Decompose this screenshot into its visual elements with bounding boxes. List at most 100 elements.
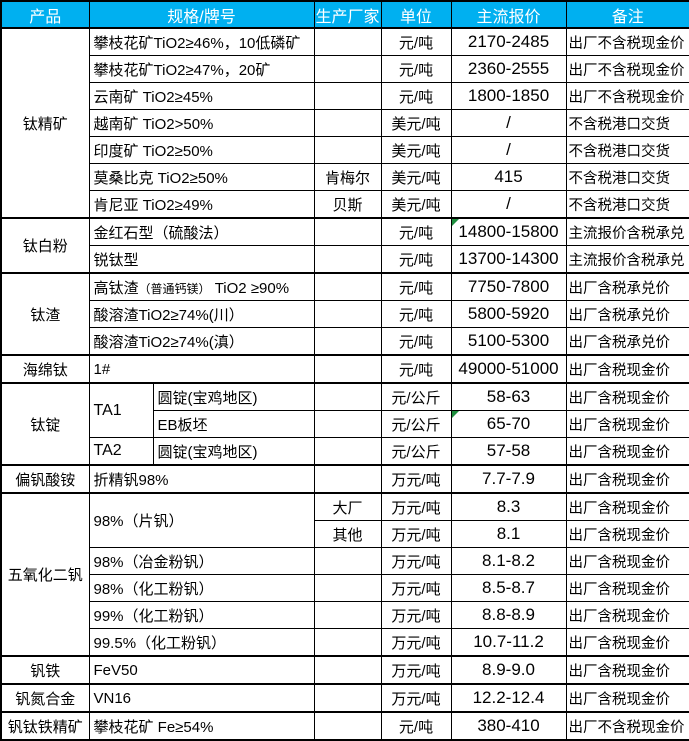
note-cell: 出厂含税现金价 bbox=[565, 574, 689, 602]
product-cell: 海绵钛 bbox=[0, 354, 90, 384]
price-cell: 415 bbox=[450, 163, 567, 191]
unit-cell: 元/吨 bbox=[380, 55, 452, 83]
price-cell: 57-58 bbox=[450, 437, 567, 466]
table-row: 钛白粉 金红石型（硫酸法） 元/吨 14800-15800 主流报价含税承兑 bbox=[0, 217, 689, 274]
product-cell: 钛白粉 bbox=[0, 217, 90, 274]
spec-cell: 肯尼亚 TiO2≥49% bbox=[88, 190, 315, 219]
table-row: EB板坯 元/公斤 65-70 出厂含税现金价 bbox=[1, 410, 689, 438]
table-row: 酸溶渣TiO2≥74%(川） 元/吨 5800-5920 出厂含税承兑价 bbox=[1, 300, 689, 328]
unit-cell: 万元/吨 bbox=[380, 628, 452, 657]
unit-cell: 万元/吨 bbox=[380, 547, 452, 575]
spec-cell: 酸溶渣TiO2≥74%(滇） bbox=[88, 327, 315, 356]
note-cell: 出厂不含税现金价 bbox=[565, 82, 689, 110]
table-row: 钛渣 高钛渣（普通钙镁） TiO2 ≥90% 元/吨 7750-7800 出厂含… bbox=[0, 272, 689, 356]
table-row: TA2 圆锭(宝鸡地区) 元/公斤 57-58 出厂含税现金价 bbox=[1, 437, 689, 466]
unit-cell: 元/吨 bbox=[380, 217, 452, 246]
unit-cell: 元/吨 bbox=[380, 327, 452, 356]
price-cell: 10.7-11.2 bbox=[450, 628, 567, 657]
table-row: 钛精矿 攀枝花矿TiO2≥46%，10低磷矿 元/吨 2170-2485 出厂不… bbox=[0, 27, 689, 219]
table-row: 越南矿 TiO2>50% 美元/吨 / 不含税港口交货 bbox=[1, 109, 689, 137]
unit-cell: 元/吨 bbox=[380, 354, 452, 384]
maker-cell: 其他 bbox=[313, 520, 382, 548]
note-cell: 出厂不含税现金价 bbox=[565, 55, 689, 83]
product-cell: 偏钒酸铵 bbox=[0, 464, 90, 494]
note-cell: 不含税港口交货 bbox=[565, 136, 689, 164]
maker-cell: 贝斯 bbox=[313, 190, 382, 219]
maker-cell bbox=[313, 217, 382, 246]
price-cell: 12.2-12.4 bbox=[450, 683, 567, 713]
spec-cell: 98%（冶金粉钒） bbox=[88, 547, 315, 575]
price-cell: 1800-1850 bbox=[450, 82, 567, 110]
price-cell: 8.5-8.7 bbox=[450, 574, 567, 602]
product-cell: 钛渣 bbox=[0, 272, 90, 356]
maker-cell bbox=[313, 245, 382, 274]
product-cell: 钒铁 bbox=[0, 655, 90, 685]
spec-cell: 金红石型（硫酸法） bbox=[88, 217, 315, 246]
spec-cell: 印度矿 TiO2≥50% bbox=[88, 136, 315, 164]
table-row: 偏钒酸铵 折精钒98% 万元/吨 7.7-7.9 出厂含税现金价 bbox=[0, 464, 689, 494]
spec-cell: 99%（化工粉钒） bbox=[88, 601, 315, 629]
maker-cell bbox=[313, 601, 382, 629]
note-cell: 不含税港口交货 bbox=[565, 190, 689, 219]
maker-cell bbox=[313, 655, 382, 685]
table-row: 酸溶渣TiO2≥74%(滇） 元/吨 5100-5300 出厂含税承兑价 bbox=[1, 327, 689, 356]
note-cell: 出厂含税现金价 bbox=[565, 354, 689, 384]
unit-cell: 元/公斤 bbox=[380, 382, 452, 411]
product-cell: 钒钛铁精矿 bbox=[0, 711, 90, 741]
unit-cell: 万元/吨 bbox=[380, 520, 452, 548]
unit-cell: 万元/吨 bbox=[380, 464, 452, 494]
price-cell: 5800-5920 bbox=[450, 300, 567, 328]
price-cell: 380-410 bbox=[450, 711, 567, 741]
table-row: 钒铁 FeV50 万元/吨 8.9-9.0 出厂含税现金价 bbox=[0, 655, 689, 685]
price-cell: 7750-7800 bbox=[450, 272, 567, 301]
spec-cell: 攀枝花矿 Fe≥54% bbox=[88, 711, 315, 741]
price-cell: / bbox=[450, 136, 567, 164]
table-row: 钛锭 TA1 圆锭(宝鸡地区) 元/公斤 58-63 出厂含税现金价 bbox=[0, 382, 689, 466]
note-cell: 出厂含税现金价 bbox=[565, 601, 689, 629]
unit-cell: 元/吨 bbox=[380, 711, 452, 741]
price-cell: 8.8-8.9 bbox=[450, 601, 567, 629]
maker-cell bbox=[313, 574, 382, 602]
spec-cell: 锐钛型 bbox=[88, 245, 315, 274]
price-cell: 8.3 bbox=[450, 492, 567, 521]
price-cell: 8.1-8.2 bbox=[450, 547, 567, 575]
unit-cell: 元/吨 bbox=[380, 245, 452, 274]
header-note: 备注 bbox=[565, 0, 689, 29]
grade-cell: TA2 bbox=[88, 437, 154, 466]
spec-cell: 攀枝花矿TiO2≥47%，20矿 bbox=[88, 55, 315, 83]
spec-cell: 99.5%（化工粉钒） bbox=[88, 628, 315, 657]
maker-cell bbox=[313, 410, 382, 438]
unit-cell: 元/公斤 bbox=[380, 410, 452, 438]
spec-cell: 1# bbox=[88, 354, 315, 384]
price-cell: 8.9-9.0 bbox=[450, 655, 567, 685]
spec-cell: 酸溶渣TiO2≥74%(川） bbox=[88, 300, 315, 328]
maker-cell bbox=[313, 136, 382, 164]
note-cell: 不含税港口交货 bbox=[565, 163, 689, 191]
maker-cell bbox=[313, 382, 382, 411]
unit-cell: 元/吨 bbox=[380, 272, 452, 301]
table-row: 99%（化工粉钒） 万元/吨 8.8-8.9 出厂含税现金价 bbox=[1, 601, 689, 629]
spec-cell: 高钛渣（普通钙镁） TiO2 ≥90% bbox=[88, 272, 315, 301]
unit-cell: 美元/吨 bbox=[380, 163, 452, 191]
excel-flag-icon bbox=[452, 411, 459, 418]
table-row: 印度矿 TiO2≥50% 美元/吨 / 不含税港口交货 bbox=[1, 136, 689, 164]
table-row: 钒钛铁精矿 攀枝花矿 Fe≥54% 元/吨 380-410 出厂不含税现金价 bbox=[0, 711, 689, 741]
spec-cell: VN16 bbox=[88, 683, 315, 713]
note-cell: 出厂含税现金价 bbox=[565, 655, 689, 685]
unit-cell: 元/吨 bbox=[380, 82, 452, 110]
note-cell: 主流报价含税承兑 bbox=[565, 245, 689, 274]
price-cell: 8.1 bbox=[450, 520, 567, 548]
header-maker: 生产厂家 bbox=[313, 0, 382, 29]
maker-cell bbox=[313, 547, 382, 575]
desc-cell: 圆锭(宝鸡地区) bbox=[152, 437, 315, 466]
spec-cell: 攀枝花矿TiO2≥46%，10低磷矿 bbox=[88, 27, 315, 56]
maker-cell bbox=[313, 354, 382, 384]
maker-cell bbox=[313, 683, 382, 713]
product-cell: 钛精矿 bbox=[0, 27, 90, 219]
note-cell: 出厂含税承兑价 bbox=[565, 327, 689, 356]
header-spec: 规格/牌号 bbox=[88, 0, 315, 29]
note-cell: 不含税港口交货 bbox=[565, 109, 689, 137]
desc-cell: EB板坯 bbox=[152, 410, 315, 438]
maker-cell bbox=[313, 27, 382, 56]
